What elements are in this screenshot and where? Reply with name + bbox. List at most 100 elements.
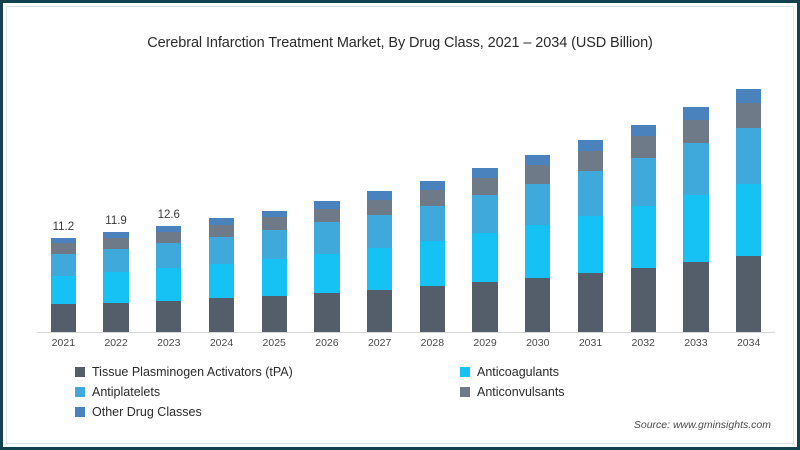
bar-segment — [50, 237, 76, 244]
legend-label-antiplatelets: Antiplatelets — [92, 385, 161, 399]
source-attribution: Source: www.gminsights.com — [633, 419, 771, 431]
stacked-bar — [366, 191, 393, 332]
bar-segment — [314, 208, 340, 223]
bar-segment — [208, 263, 235, 299]
bar-segment — [156, 231, 182, 243]
bar-column[interactable]: 11.9 — [103, 215, 129, 332]
bar-column[interactable] — [314, 201, 340, 332]
bar-segment — [577, 215, 604, 273]
bar-segment — [261, 258, 287, 296]
stacked-bar — [577, 139, 604, 332]
bar-column[interactable] — [419, 181, 445, 332]
x-tick-label: 2021 — [51, 337, 76, 349]
legend-label-other: Other Drug Classes — [92, 405, 202, 419]
x-axis-line — [37, 332, 775, 333]
bar-segment — [630, 136, 656, 159]
bar-column[interactable] — [683, 106, 709, 332]
x-tick-label: 2022 — [104, 337, 128, 349]
bar-segment — [472, 282, 498, 332]
stacked-bar — [419, 181, 445, 332]
bar-segment — [630, 206, 656, 268]
plot-area: 11.2 11.9 12.6 — [37, 79, 775, 332]
bar-column[interactable] — [472, 168, 498, 332]
x-tick-label: 2029 — [473, 337, 497, 349]
bar-segment — [525, 183, 551, 225]
bar-segment — [683, 119, 709, 144]
bar-segment — [735, 256, 762, 332]
bar-segment — [683, 106, 709, 120]
bar-column[interactable] — [735, 89, 762, 332]
stacked-bar — [472, 168, 498, 332]
legend-item-antiplatelets[interactable]: Antiplatelets — [75, 385, 460, 399]
bar-segment — [208, 218, 235, 225]
bar-column[interactable] — [366, 191, 393, 332]
bar-segment — [419, 205, 445, 241]
bar-segment — [525, 278, 551, 332]
legend-item-tpa[interactable]: Tissue Plasminogen Activators (tPA) — [75, 365, 460, 379]
x-axis-labels: 2021 2022 2023 2024 2025 2026 2027 2028 2029 2030… — [37, 337, 775, 355]
bar-segment — [683, 143, 709, 196]
bar-segment — [208, 236, 235, 264]
bar-segment — [577, 170, 604, 216]
legend-swatch-other — [75, 407, 85, 417]
bar-segment — [577, 150, 604, 171]
bar-segment — [208, 224, 235, 237]
bar-segment — [683, 195, 709, 263]
bar-segment — [156, 267, 182, 301]
chart-legend: Tissue Plasminogen Activators (tPA) Anti… — [75, 362, 715, 422]
x-tick-label: 2031 — [578, 337, 603, 349]
bar-column[interactable]: 11.2 — [50, 221, 76, 332]
bar-segment — [366, 191, 393, 200]
bar-value-label: 11.9 — [105, 214, 127, 227]
legend-row: Tissue Plasminogen Activators (tPA) Anti… — [75, 362, 715, 382]
bar-segment — [103, 302, 129, 332]
bar-segment — [472, 233, 498, 283]
x-tick-label: 2033 — [684, 337, 708, 349]
legend-swatch-anticonvulsants — [460, 387, 470, 397]
bar-segment — [577, 272, 604, 332]
legend-label-tpa: Tissue Plasminogen Activators (tPA) — [92, 365, 293, 379]
x-tick-label: 2030 — [526, 337, 550, 349]
bar-segment — [630, 267, 656, 332]
legend-swatch-tpa — [75, 367, 85, 377]
stacked-bar — [261, 210, 287, 332]
x-tick-label: 2025 — [262, 337, 286, 349]
bar-segment — [419, 181, 445, 190]
legend-swatch-antiplatelets — [75, 387, 85, 397]
stacked-bar — [735, 89, 762, 332]
x-tick-label: 2024 — [209, 337, 234, 349]
stacked-bar — [630, 124, 656, 332]
bar-segment — [50, 243, 76, 254]
bar-segment — [103, 248, 129, 273]
stacked-bar — [525, 154, 551, 332]
bar-segment — [156, 242, 182, 268]
stacked-bar — [208, 218, 235, 332]
bar-segment — [735, 184, 762, 257]
bar-segment — [525, 165, 551, 184]
legend-item-other[interactable]: Other Drug Classes — [75, 405, 460, 419]
legend-label-anticoagulants: Anticoagulants — [477, 365, 560, 379]
bar-segment — [366, 289, 393, 332]
bar-column[interactable] — [577, 139, 604, 332]
x-tick-label: 2023 — [157, 337, 181, 349]
bar-segment — [261, 229, 287, 259]
bar-column[interactable] — [630, 124, 656, 332]
bar-segment — [472, 194, 498, 234]
stacked-bar: 12.6 — [156, 209, 182, 332]
bar-column[interactable] — [525, 154, 551, 332]
legend-item-anticonvulsants[interactable]: Anticonvulsants — [460, 385, 565, 399]
bar-column[interactable] — [208, 218, 235, 332]
bar-column[interactable] — [261, 210, 287, 332]
stacked-bar: 11.2 — [50, 221, 76, 332]
bar-segment — [577, 139, 604, 151]
bar-segment — [314, 253, 340, 294]
bar-segment — [314, 293, 340, 332]
legend-item-anticoagulants[interactable]: Anticoagulants — [460, 365, 559, 379]
bar-column[interactable]: 12.6 — [156, 209, 182, 332]
bar-segment — [735, 102, 762, 128]
bar-segment — [472, 168, 498, 178]
x-tick-label: 2028 — [420, 337, 445, 349]
bar-segment — [261, 210, 287, 218]
bar-segment — [366, 247, 393, 290]
